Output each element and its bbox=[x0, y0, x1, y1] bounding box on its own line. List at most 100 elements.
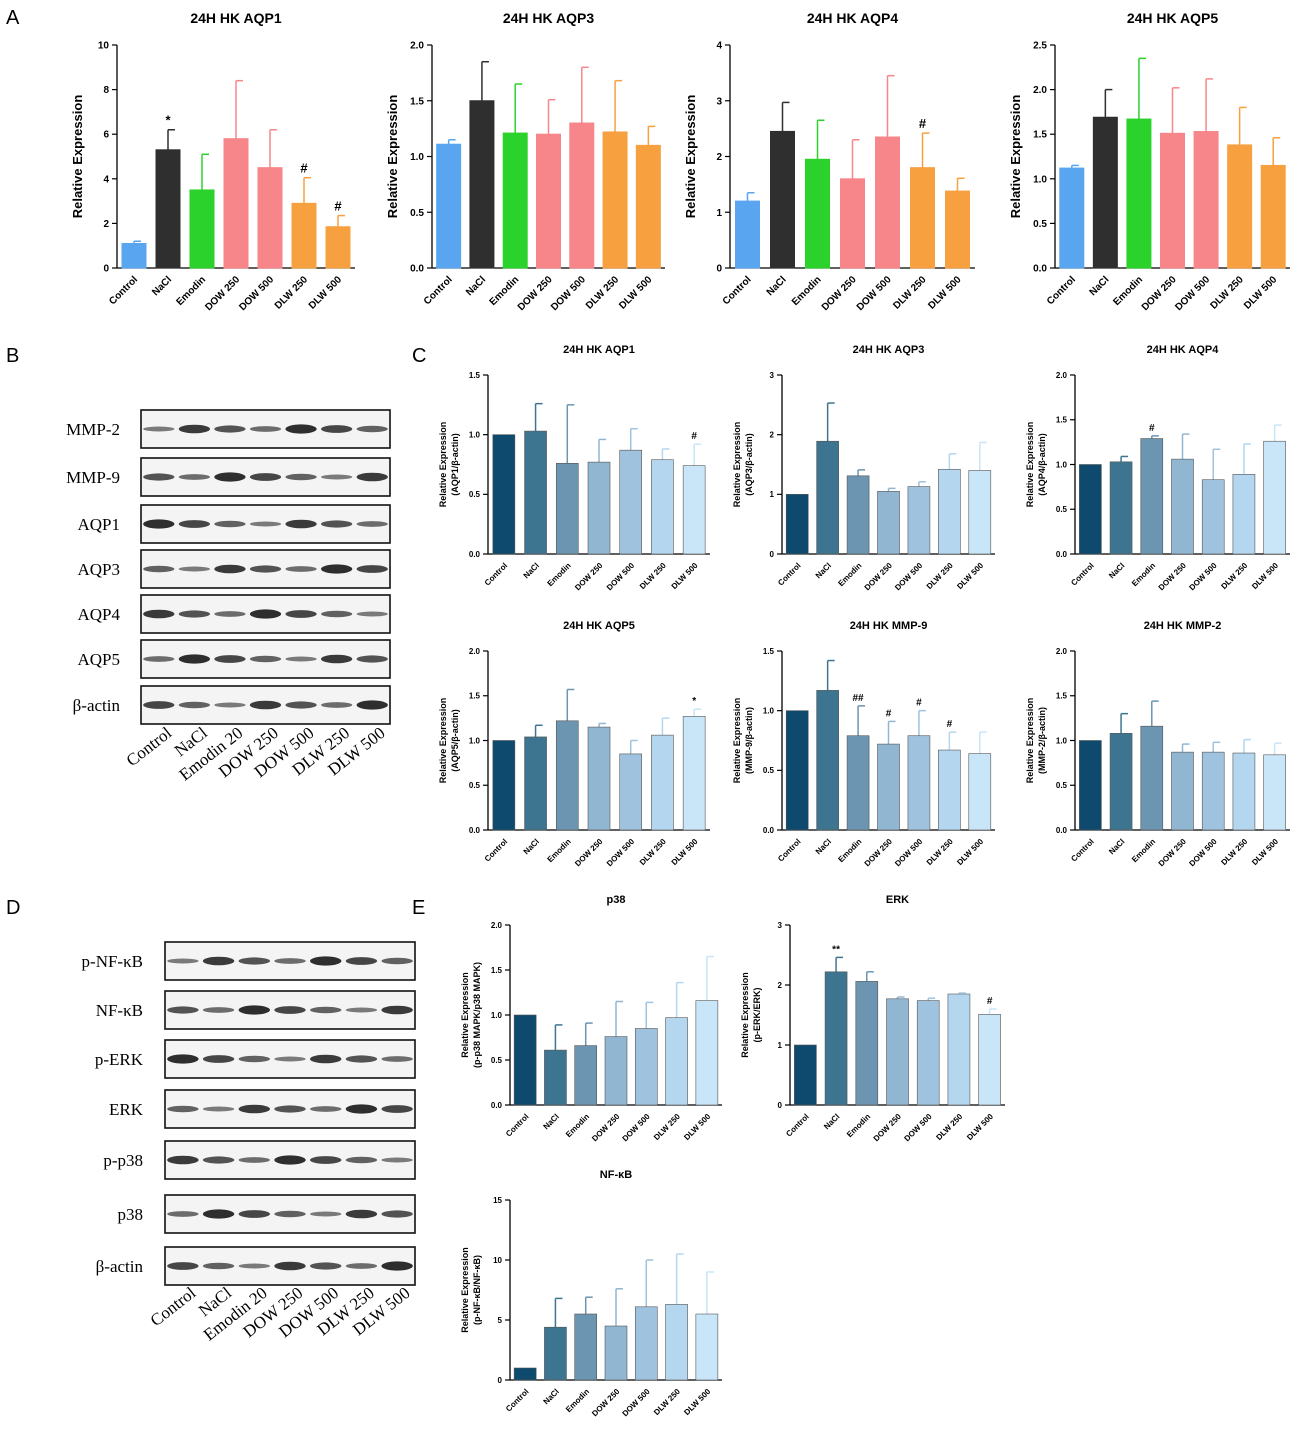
bar-nacl bbox=[770, 130, 795, 269]
panel-label-b: B bbox=[6, 345, 19, 367]
y-tick-label: 10 bbox=[98, 41, 110, 52]
blot-band bbox=[214, 425, 246, 433]
bar-dlw-500 bbox=[695, 1313, 719, 1381]
x-tick-label: NaCl bbox=[464, 274, 488, 298]
y-tick-label: 0 bbox=[778, 1101, 783, 1110]
bar-dlw-500 bbox=[968, 470, 992, 555]
x-tick-label: Control bbox=[721, 274, 754, 307]
bar-nacl bbox=[816, 440, 839, 555]
blot-band bbox=[320, 610, 353, 618]
bar-control bbox=[492, 740, 516, 831]
blot-band bbox=[356, 700, 388, 710]
bar-dlw-500 bbox=[1263, 440, 1286, 555]
x-tick-label: Emodin bbox=[1130, 837, 1157, 864]
chart-title: 24H HK MMP-2 bbox=[1144, 620, 1222, 632]
blot-band bbox=[143, 426, 175, 432]
y-tick-label: 1.0 bbox=[410, 152, 424, 163]
bar-control bbox=[794, 1044, 817, 1106]
y-axis-label-sub: (MMP-2/β-actin) bbox=[1037, 707, 1047, 774]
bar-nacl bbox=[1109, 733, 1133, 831]
bar-dlw-250 bbox=[1232, 752, 1256, 831]
blot-band bbox=[285, 610, 317, 618]
y-axis-label: Relative Expression bbox=[70, 95, 85, 219]
bar-dlw-250 bbox=[291, 202, 317, 269]
x-tick-label: DOW 250 bbox=[1157, 837, 1189, 869]
y-tick-label: 0.0 bbox=[763, 826, 775, 835]
bar-control bbox=[513, 1367, 537, 1381]
y-tick-label: 2.0 bbox=[491, 921, 503, 930]
blot-band bbox=[356, 611, 388, 617]
x-tick-label: DLW 250 bbox=[934, 1112, 964, 1142]
y-tick-label: 0.5 bbox=[469, 490, 481, 499]
chart-c1: 24H HK AQP1 0.0 0.5 1.0 1.5 Relative Expressi… bbox=[438, 344, 710, 592]
panel-label-c: C bbox=[412, 345, 426, 367]
x-tick-label: DOW 500 bbox=[620, 1387, 652, 1419]
bar-dow-250 bbox=[604, 1036, 628, 1106]
y-axis-label-sub: (MMP-9/β-actin) bbox=[744, 707, 754, 774]
blots-layer: MMP-2MMP-9AQP1AQP3AQP4AQP5β-actinControl… bbox=[66, 409, 416, 1344]
bar-emodin bbox=[805, 158, 830, 269]
y-tick-label: 3 bbox=[770, 371, 775, 380]
bar-dow-500 bbox=[1201, 479, 1225, 555]
band-label: MMP-9 bbox=[66, 468, 120, 487]
y-tick-label: 2 bbox=[103, 219, 109, 230]
chart-c4: 24H HK AQP5 0.0 0.5 1.0 1.5 2.0 Relative Expre… bbox=[438, 620, 710, 868]
x-tick-label: NaCl bbox=[522, 561, 541, 580]
blot-band bbox=[178, 566, 211, 572]
y-tick-label: 0.0 bbox=[469, 550, 481, 559]
blot-band bbox=[238, 957, 270, 965]
bar-emodin bbox=[846, 475, 870, 555]
x-tick-label: DOW 250 bbox=[820, 274, 859, 313]
bar-control bbox=[513, 1014, 537, 1106]
y-axis-label-sub: (AQP3/β-actin) bbox=[744, 433, 754, 496]
y-tick-label: 0.0 bbox=[1056, 826, 1068, 835]
blot-band bbox=[356, 565, 388, 573]
blot-band bbox=[249, 521, 282, 527]
band-label: β-actin bbox=[73, 696, 121, 715]
y-tick-label: 1.5 bbox=[469, 692, 481, 701]
x-tick-label: NaCl bbox=[542, 1112, 561, 1131]
x-tick-label: DLW 250 bbox=[925, 561, 955, 591]
chart-title: 24H HK AQP3 bbox=[503, 10, 595, 26]
blot-band bbox=[285, 656, 317, 662]
blot-band bbox=[143, 609, 175, 619]
y-tick-label: 0.0 bbox=[410, 264, 424, 275]
bar-dlw-250 bbox=[602, 131, 628, 269]
y-tick-label: 1.5 bbox=[410, 96, 424, 107]
y-axis-label: Relative Expression bbox=[732, 698, 742, 784]
y-tick-label: 0.5 bbox=[410, 208, 424, 219]
chart-e3: NF-κB 0 5 10 15 Relative Expression (p-NF-κB/N… bbox=[460, 1169, 722, 1418]
x-tick-label: DOW 250 bbox=[573, 561, 605, 593]
significance-marker: ** bbox=[832, 944, 840, 955]
bar-emodin bbox=[574, 1313, 598, 1381]
y-tick-label: 2.0 bbox=[469, 647, 481, 656]
bar-dlw-250 bbox=[651, 459, 674, 555]
lane-label: Control bbox=[147, 1283, 200, 1330]
bar-dow-500 bbox=[569, 122, 595, 269]
blot-band bbox=[178, 474, 211, 480]
blot-band bbox=[238, 1055, 270, 1063]
x-tick-label: DLW 500 bbox=[926, 274, 964, 312]
bar-emodin bbox=[555, 720, 579, 831]
bar-emodin bbox=[846, 735, 870, 831]
significance-marker: * bbox=[165, 113, 171, 128]
blot-band bbox=[320, 474, 353, 480]
blot-band bbox=[310, 1106, 342, 1112]
significance-marker: # bbox=[886, 708, 892, 719]
x-tick-label: Control bbox=[1069, 561, 1095, 587]
y-axis-label: Relative Expression bbox=[460, 1247, 470, 1333]
y-axis-label: Relative Expression bbox=[385, 95, 400, 219]
bar-dow-500 bbox=[907, 486, 931, 555]
y-axis-label-sub: (AQP4/β-actin) bbox=[1037, 433, 1047, 496]
y-tick-label: 1.0 bbox=[763, 706, 775, 715]
blot-band bbox=[274, 1105, 306, 1113]
y-tick-label: 2.0 bbox=[1056, 371, 1068, 380]
significance-marker: # bbox=[300, 161, 308, 176]
blot-band bbox=[345, 1104, 378, 1114]
blot-band bbox=[178, 701, 211, 709]
x-tick-label: Emodin bbox=[836, 561, 863, 588]
blot-band bbox=[381, 1105, 413, 1113]
bar-dow-250 bbox=[877, 491, 900, 555]
blot-band bbox=[214, 564, 246, 574]
blot-band bbox=[285, 519, 317, 529]
